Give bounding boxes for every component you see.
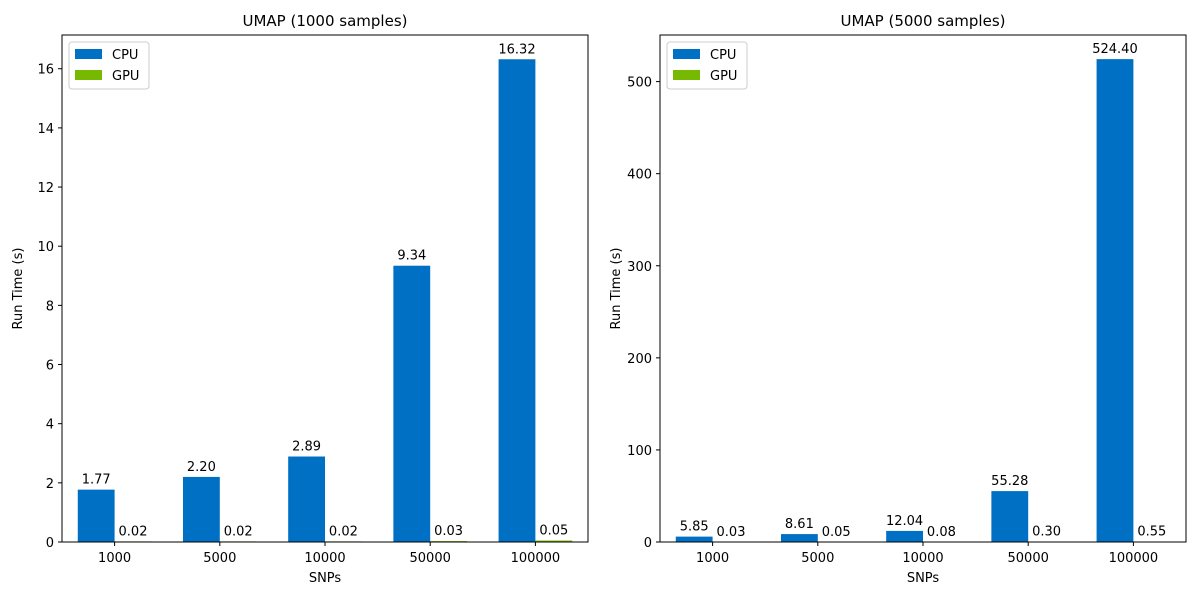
data-label-gpu-100000: 0.55 [1137, 524, 1166, 539]
legend-swatch-gpu [673, 70, 700, 80]
legend-label-cpu: CPU [710, 48, 736, 63]
data-label-cpu-1000: 1.77 [82, 473, 111, 488]
legend: CPU GPU [68, 41, 150, 90]
data-label-cpu-5000: 2.20 [187, 460, 216, 475]
data-label-cpu-50000: 9.34 [397, 249, 426, 264]
y-tick-label-8: 8 [46, 299, 54, 314]
x-tick-label-10000: 10000 [902, 551, 943, 566]
plot-frame [659, 34, 1187, 543]
x-axis-label: SNPs [309, 571, 342, 586]
bar-cpu-1000 [77, 489, 115, 542]
chart-panel-1: UMAP (1000 samples) 1.77 0.02 1000 2.20 0.02 5… [11, 12, 589, 586]
y-tick-label-300: 300 [627, 260, 652, 275]
y-tick-label-0: 0 [644, 536, 652, 551]
y-tick-label-400: 400 [627, 168, 652, 183]
bar-cpu-10000 [288, 456, 325, 542]
x-tick-label-1000: 1000 [98, 551, 131, 566]
data-label-gpu-1000: 0.02 [119, 524, 148, 539]
y-axis-label: Run Time (s) [609, 248, 624, 330]
plot-frame [61, 34, 589, 543]
x-tick-label-5000: 5000 [801, 551, 834, 566]
legend-label-gpu: GPU [112, 69, 139, 84]
chart-panel-2: UMAP (5000 samples)5.85 0.0310008.610.055… [609, 12, 1187, 586]
data-label-cpu-10000: 2.89 [292, 440, 321, 455]
bar-gpu-100000 [535, 540, 573, 542]
x-tick-label-50000: 50000 [410, 551, 451, 566]
data-label-gpu-5000: 0.05 [822, 525, 851, 540]
data-label-gpu-10000: 0.08 [927, 525, 956, 540]
chart-title: UMAP (5000 samples) [841, 12, 1006, 30]
bar-cpu-5000 [182, 476, 220, 542]
y-tick-label-100: 100 [627, 444, 652, 459]
data-label-cpu-5000: 8.61 [785, 517, 814, 532]
x-tick-label-100000: 100000 [511, 551, 561, 566]
data-label-cpu-100000: 524.40 [1092, 42, 1138, 57]
y-axis-label: Run Time (s) [11, 248, 26, 330]
legend-swatch-cpu [75, 49, 102, 59]
y-tick-label-4: 4 [46, 418, 54, 433]
data-label-cpu-1000: 5.85 [680, 520, 709, 535]
legend-label-cpu: CPU [112, 48, 138, 63]
bar-cpu-10000 [886, 530, 923, 542]
x-tick-label-5000: 5000 [203, 551, 236, 566]
y-tick-label-16: 16 [37, 63, 54, 78]
bar-cpu-5000 [780, 534, 818, 542]
legend-swatch-gpu [75, 70, 102, 80]
data-label-gpu-5000: 0.02 [224, 524, 253, 539]
bar-cpu-100000 [498, 59, 536, 542]
legend-label-gpu: GPU [710, 69, 737, 84]
y-tick-label-200: 200 [627, 352, 652, 367]
x-tick-label-10000: 10000 [304, 551, 345, 566]
legend: CPU GPU [666, 41, 748, 90]
y-tick-label-2: 2 [46, 477, 54, 492]
data-label-gpu-100000: 0.05 [539, 524, 568, 539]
y-tick-label-500: 500 [627, 76, 652, 91]
data-label-cpu-100000: 16.32 [498, 42, 535, 57]
x-tick-label-1000: 1000 [696, 551, 729, 566]
y-tick-label-6: 6 [46, 359, 54, 374]
data-label-cpu-10000: 12.04 [886, 514, 923, 529]
y-tick-label-12: 12 [37, 181, 54, 196]
x-tick-label-100000: 100000 [1109, 551, 1159, 566]
bar-cpu-50000 [393, 265, 431, 542]
x-axis-label: SNPs [907, 571, 940, 586]
bar-cpu-1000 [675, 536, 713, 542]
data-label-gpu-50000: 0.03 [434, 524, 463, 539]
y-tick-label-14: 14 [37, 122, 54, 137]
chart-title: UMAP (1000 samples) [243, 12, 408, 30]
bar-cpu-50000 [991, 491, 1029, 542]
data-label-cpu-50000: 55.28 [991, 474, 1028, 489]
y-tick-label-10: 10 [37, 240, 54, 255]
data-label-gpu-10000: 0.02 [329, 524, 358, 539]
x-tick-label-50000: 50000 [1008, 551, 1049, 566]
legend-swatch-cpu [673, 49, 700, 59]
data-label-gpu-1000: 0.03 [717, 525, 746, 540]
y-tick-label-0: 0 [46, 536, 54, 551]
data-label-gpu-50000: 0.30 [1032, 525, 1061, 540]
bar-cpu-100000 [1096, 59, 1134, 543]
